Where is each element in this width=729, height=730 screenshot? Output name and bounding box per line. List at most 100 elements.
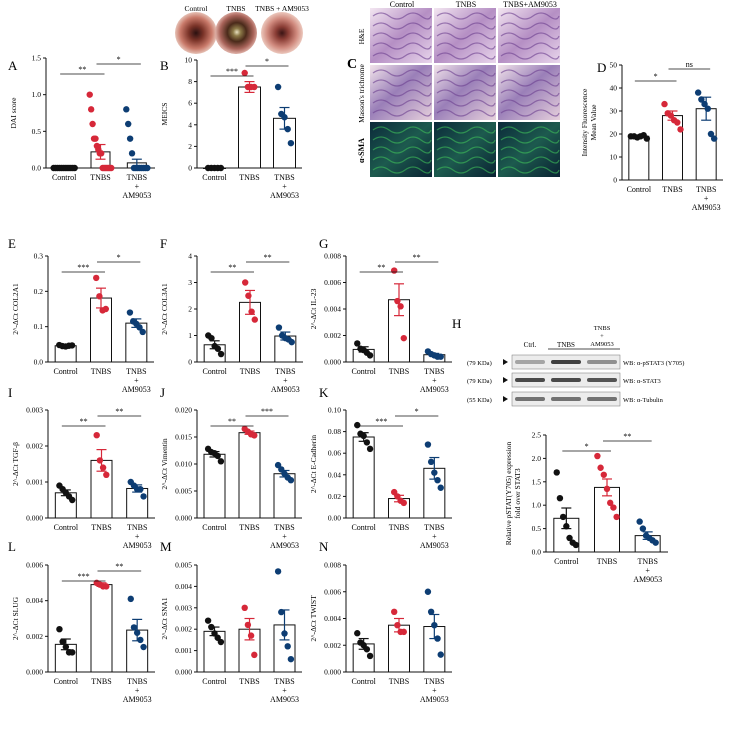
tissue-texture <box>500 99 560 107</box>
y-tick-label: 0.3 <box>34 252 44 261</box>
data-point <box>247 632 255 639</box>
data-point <box>431 469 438 476</box>
data-point <box>208 623 215 631</box>
data-point <box>102 305 110 313</box>
arrow-marker <box>503 396 508 402</box>
data-point <box>674 119 681 126</box>
data-point <box>636 518 643 525</box>
data-point <box>62 643 70 651</box>
y-tick-label: 0.001 <box>175 646 192 655</box>
category-label: TNBS <box>274 523 294 532</box>
data-point <box>652 539 659 546</box>
bar <box>662 115 683 181</box>
tissue-texture <box>500 146 560 154</box>
tissue-texture <box>436 136 496 144</box>
y-tick-label: 0.02 <box>328 492 341 501</box>
data-point <box>208 334 215 342</box>
tissue-texture <box>372 22 432 30</box>
y-tick-label: 0.000 <box>26 514 43 523</box>
category-label: TNBS <box>597 557 617 566</box>
blot-band <box>515 360 545 364</box>
histology-image <box>434 8 496 63</box>
y-tick-label: 0.003 <box>26 406 43 415</box>
category-label: TNBS <box>240 367 260 376</box>
histology-column-label: TNBS <box>456 0 476 9</box>
significance-label: * <box>117 55 121 64</box>
y-axis-label: 2^-ΔCt COL2A1 <box>11 283 20 335</box>
chart-h: 0.0 0.5 1.0 1.5 2.0 2.5 Relative pSTAT(Y705) e… <box>504 431 668 584</box>
data-point <box>217 458 225 465</box>
bar <box>238 432 261 519</box>
tissue-texture <box>372 32 432 40</box>
arrow-marker <box>503 359 508 365</box>
y-tick-label: 0.015 <box>175 433 192 442</box>
category-label: AM9053 <box>122 385 151 394</box>
data-point <box>394 297 401 305</box>
chart-g: G 0.000 0.002 0.004 0.006 0.008 2^-ΔCt IL-23 Co… <box>309 236 452 394</box>
data-point <box>288 338 295 346</box>
data-point <box>284 643 291 650</box>
data-point <box>437 651 444 658</box>
panel-letter: N <box>319 539 329 554</box>
tissue-texture <box>436 69 496 77</box>
data-point <box>287 139 295 147</box>
endoscopy-label: TNBS + AM9053 <box>255 4 309 13</box>
data-point <box>125 120 132 128</box>
y-axis-label: 2^-ΔCt TGF-β <box>11 442 20 486</box>
y-axis-label-line: 2^-ΔCt COL3A1 <box>160 283 169 335</box>
category-label: Control <box>351 367 376 376</box>
category-label: Control <box>202 367 227 376</box>
category-label: TNBS <box>91 523 111 532</box>
y-tick-label: 0.002 <box>324 641 341 650</box>
endoscopy-image <box>215 12 257 54</box>
data-point <box>284 125 291 133</box>
data-point <box>274 568 282 575</box>
histology-image <box>370 122 432 177</box>
panel-letter: I <box>8 385 12 400</box>
histology-panel: C Control TNBS TNBS+AM9053 H&E Masson's tric… <box>347 0 560 177</box>
data-point <box>99 464 107 471</box>
y-tick-label: 0.000 <box>324 358 341 367</box>
tissue-texture <box>500 126 560 134</box>
tissue-texture <box>372 79 432 87</box>
category-label: TNBS <box>239 677 259 686</box>
data-point <box>566 534 573 542</box>
category-label: Control <box>627 185 652 194</box>
category-label: AM9053 <box>420 385 449 394</box>
tissue-texture <box>372 99 432 107</box>
data-point <box>251 651 258 659</box>
y-tick-label: 0.5 <box>532 524 542 533</box>
tissue-texture <box>372 126 432 134</box>
category-label: + <box>282 686 287 695</box>
y-axis-label: Relative pSTAT(Y705) expressionfold over… <box>504 441 522 545</box>
histology-column-label: TNBS+AM9053 <box>503 0 557 9</box>
tissue-texture <box>436 12 496 20</box>
panel-letter: G <box>319 236 328 251</box>
lane-label: + <box>600 333 604 340</box>
data-point <box>397 303 404 310</box>
data-point <box>354 340 361 347</box>
y-tick-label: 1.5 <box>532 477 542 486</box>
y-axis-label-line: 2^-ΔCt E-Cadherin <box>309 435 318 493</box>
significance-label: ** <box>228 417 236 426</box>
y-tick-label: 0.000 <box>324 668 341 677</box>
data-point <box>93 274 100 282</box>
data-point <box>89 120 96 128</box>
y-axis-label-line: Intensity Fluorescence <box>580 88 589 156</box>
histology-row-label: Masson's trichrome <box>357 64 366 123</box>
y-tick-label: 2.0 <box>532 454 542 463</box>
y-tick-label: 0.005 <box>175 487 192 496</box>
chart-n: N 0.000 0.002 0.004 0.006 0.008 2^-ΔCt TWIST Co… <box>309 539 452 704</box>
histology-row-label: α-SMA <box>357 138 366 163</box>
lane-label: TNBS <box>594 325 611 332</box>
category-label: AM9053 <box>123 541 152 550</box>
data-point <box>140 493 147 500</box>
panel-letter: F <box>160 236 167 251</box>
category-label: TNBS <box>239 523 259 532</box>
blot-band <box>587 360 617 364</box>
y-tick-label: 0.005 <box>175 561 192 570</box>
data-point <box>103 471 110 478</box>
significance-label: *** <box>226 67 238 76</box>
